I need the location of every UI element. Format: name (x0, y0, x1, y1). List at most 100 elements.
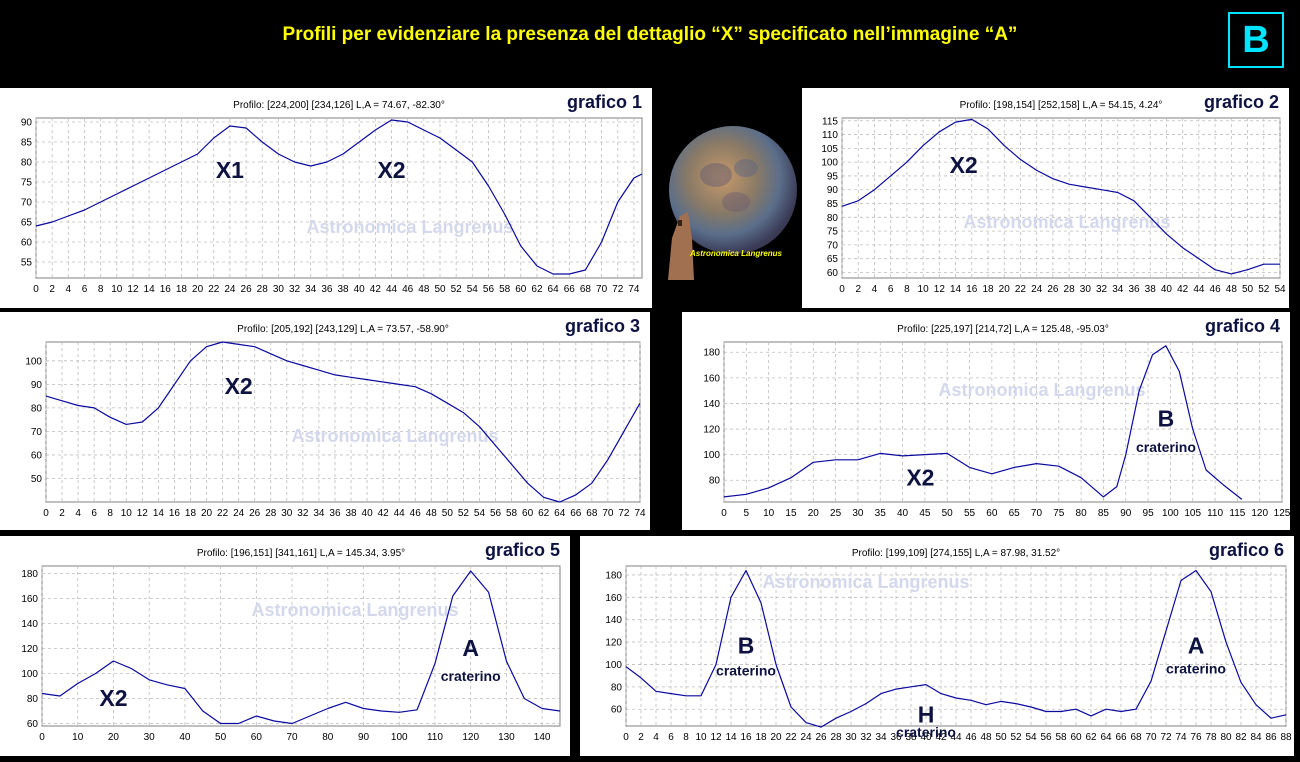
x-tick-label: 72 (618, 508, 630, 519)
x-tick-label: 8 (98, 284, 104, 295)
x-tick-label: 20 (192, 284, 204, 295)
x-tick-label: 22 (217, 508, 229, 519)
x-tick-label: 12 (934, 284, 946, 295)
x-tick-label: 2 (49, 284, 55, 295)
y-tick-label: 70 (21, 198, 33, 209)
x-tick-label: 50 (942, 508, 954, 519)
x-tick-label: 6 (82, 284, 88, 295)
plot-area (41, 565, 561, 727)
y-tick-label: 90 (31, 380, 43, 391)
x-tick-label: 52 (1258, 284, 1270, 295)
x-tick-label: 62 (538, 508, 550, 519)
x-tick-label: 2 (638, 732, 644, 743)
y-tick-label: 65 (21, 218, 33, 229)
x-tick-label: 6 (888, 284, 894, 295)
x-tick-label: 22 (1015, 284, 1027, 295)
plot-area (723, 341, 1283, 503)
tower-window (678, 220, 682, 226)
x-tick-label: 36 (321, 284, 333, 295)
x-tick-label: 125 (1274, 508, 1291, 519)
x-tick-label: 120 (1251, 508, 1268, 519)
chart-title: grafico 6 (1209, 540, 1284, 560)
x-tick-label: 120 (462, 732, 479, 743)
x-tick-label: 0 (33, 284, 39, 295)
x-tick-label: 8 (107, 508, 113, 519)
x-tick-label: 85 (1098, 508, 1110, 519)
y-tick-label: 80 (709, 476, 721, 487)
x-tick-label: 48 (980, 732, 992, 743)
x-tick-label: 18 (176, 284, 188, 295)
chart-panel-1: Profilo: [224,200] [234,126] L,A = 74.67… (0, 88, 652, 308)
moon-mare (700, 163, 732, 187)
x-tick-label: 34 (1112, 284, 1124, 295)
x-tick-label: 50 (434, 284, 446, 295)
x-tick-label: 60 (251, 732, 263, 743)
x-tick-label: 42 (370, 284, 382, 295)
x-tick-label: 48 (418, 284, 430, 295)
x-tick-label: 80 (1220, 732, 1232, 743)
y-tick-label: 120 (21, 644, 38, 655)
annotation-label: X2 (906, 464, 934, 490)
watermark: Astronomica Langrenus (938, 380, 1145, 400)
x-tick-label: 62 (1085, 732, 1097, 743)
x-tick-label: 80 (1076, 508, 1088, 519)
x-tick-label: 64 (548, 284, 560, 295)
x-tick-label: 60 (515, 284, 527, 295)
annotation-label: craterino (441, 668, 501, 684)
x-tick-label: 18 (185, 508, 197, 519)
y-tick-label: 50 (31, 474, 43, 485)
chart-title: grafico 1 (567, 92, 642, 112)
moon-mare (722, 192, 750, 212)
x-tick-label: 66 (564, 284, 576, 295)
x-tick-label: 24 (800, 732, 812, 743)
x-tick-label: 62 (531, 284, 543, 295)
x-tick-label: 22 (785, 732, 797, 743)
moon-label: Astronomica Langrenus (689, 249, 783, 258)
x-tick-label: 36 (890, 732, 902, 743)
x-tick-label: 38 (1145, 284, 1157, 295)
x-tick-label: 50 (1242, 284, 1254, 295)
y-tick-label: 180 (703, 348, 720, 359)
x-tick-label: 70 (596, 284, 608, 295)
x-tick-label: 26 (249, 508, 261, 519)
y-tick-label: 85 (21, 138, 33, 149)
x-tick-label: 76 (1190, 732, 1202, 743)
x-tick-label: 28 (1064, 284, 1076, 295)
x-tick-label: 34 (305, 284, 317, 295)
chart-title: grafico 2 (1204, 92, 1279, 112)
annotation-label: A (462, 635, 479, 661)
x-tick-label: 80 (322, 732, 334, 743)
y-tick-label: 55 (21, 258, 33, 269)
y-tick-label: 70 (31, 427, 43, 438)
x-tick-label: 16 (169, 508, 181, 519)
annotation-label: B (738, 632, 755, 658)
x-tick-label: 65 (1009, 508, 1021, 519)
x-tick-label: 54 (474, 508, 486, 519)
x-tick-label: 30 (273, 284, 285, 295)
watermark: Astronomica Langrenus (762, 572, 969, 592)
x-tick-label: 25 (830, 508, 842, 519)
y-tick-label: 100 (821, 158, 838, 169)
x-tick-label: 60 (522, 508, 534, 519)
x-tick-label: 72 (612, 284, 624, 295)
annotation-label: X2 (950, 152, 978, 178)
x-tick-label: 20 (808, 508, 820, 519)
x-tick-label: 26 (1047, 284, 1059, 295)
x-tick-label: 70 (287, 732, 299, 743)
annotation-label: A (1188, 632, 1205, 658)
x-tick-label: 0 (623, 732, 629, 743)
y-tick-label: 85 (827, 199, 839, 210)
y-tick-label: 60 (27, 719, 39, 730)
x-tick-label: 10 (763, 508, 775, 519)
x-tick-label: 52 (458, 508, 470, 519)
panel-badge: B (1228, 12, 1284, 68)
x-tick-label: 20 (201, 508, 213, 519)
x-tick-label: 42 (935, 732, 947, 743)
x-tick-label: 46 (965, 732, 977, 743)
x-tick-label: 74 (1175, 732, 1187, 743)
y-tick-label: 100 (21, 669, 38, 680)
x-tick-label: 10 (111, 284, 123, 295)
x-tick-label: 10 (72, 732, 84, 743)
x-tick-label: 6 (91, 508, 97, 519)
x-tick-label: 60 (1070, 732, 1082, 743)
